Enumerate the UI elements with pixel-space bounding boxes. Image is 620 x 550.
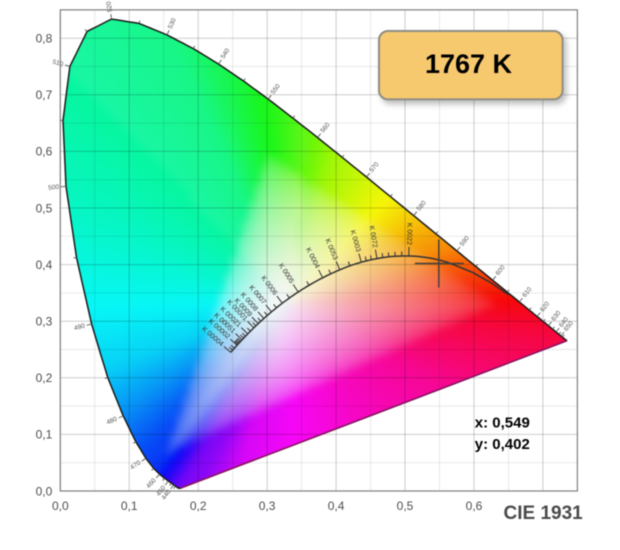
svg-text:K 0022: K 0022: [405, 223, 412, 245]
svg-text:0,6: 0,6: [466, 499, 483, 513]
svg-text:0,7: 0,7: [36, 88, 53, 102]
svg-text:0,4: 0,4: [36, 258, 53, 272]
svg-text:0,3: 0,3: [259, 499, 276, 513]
svg-text:0,3: 0,3: [36, 315, 53, 329]
svg-text:1767 K: 1767 K: [425, 49, 513, 79]
svg-text:530: 530: [167, 17, 178, 30]
svg-text:0,5: 0,5: [36, 201, 53, 215]
svg-text:480: 480: [106, 416, 119, 427]
svg-text:y: 0,402: y: 0,402: [475, 436, 530, 453]
svg-text:510: 510: [52, 59, 65, 69]
svg-text:520: 520: [106, 1, 115, 13]
svg-text:0,6: 0,6: [36, 145, 53, 159]
svg-text:0,2: 0,2: [190, 499, 207, 513]
svg-text:540: 540: [220, 47, 232, 60]
svg-text:0,2: 0,2: [36, 371, 53, 385]
svg-text:0,1: 0,1: [121, 499, 138, 513]
svg-text:0,1: 0,1: [36, 428, 53, 442]
svg-text:K 0072: K 0072: [367, 225, 378, 248]
svg-text:0,0: 0,0: [36, 484, 53, 498]
svg-text:0,0: 0,0: [52, 499, 69, 513]
svg-text:x: 0,549: x: 0,549: [475, 415, 530, 432]
svg-text:500: 500: [48, 184, 60, 192]
svg-text:0,5: 0,5: [397, 499, 414, 513]
svg-text:490: 490: [73, 323, 86, 333]
svg-text:CIE 1931: CIE 1931: [504, 503, 584, 524]
svg-text:0,8: 0,8: [36, 32, 53, 46]
svg-text:0,4: 0,4: [328, 499, 345, 513]
